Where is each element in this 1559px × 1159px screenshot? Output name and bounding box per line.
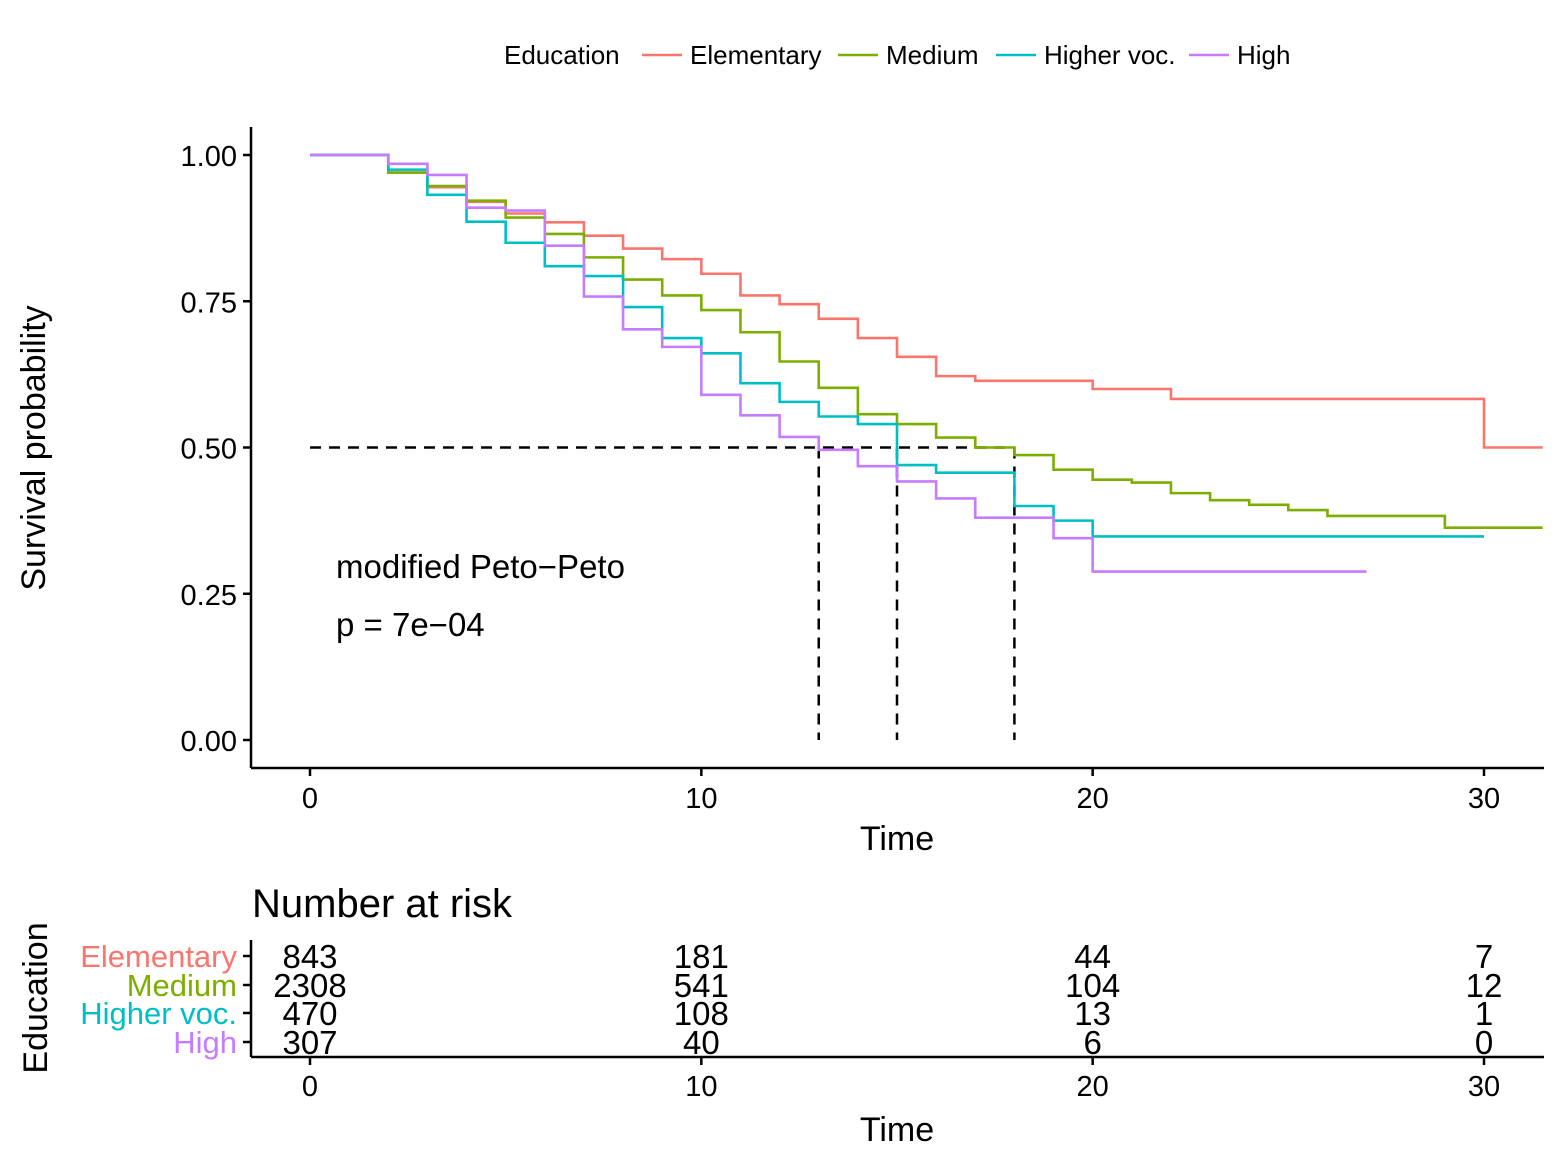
risk-x-tick-label: 30 (1468, 1071, 1500, 1103)
risk-count-high: 307 (282, 1024, 337, 1061)
risk-table-y-label: Education (17, 922, 55, 1073)
risk-count-elementary: 7 (1475, 938, 1493, 975)
survival-curves (310, 153, 1543, 573)
legend-label-higher-voc: Higher voc. (1044, 40, 1176, 70)
x-ticks: 0 10 20 30 (302, 768, 1500, 815)
x-tick-label: 0 (302, 783, 318, 815)
risk-count-high: 0 (1475, 1024, 1493, 1061)
legend-label-elementary: Elementary (690, 40, 822, 70)
p-value-label: p = 7e−04 (336, 606, 485, 643)
curve-high (310, 153, 1367, 573)
y-ticks: 0.00 0.25 0.50 0.75 1.00 (181, 141, 251, 758)
legend-title: Education (504, 40, 620, 70)
y-axis-label: Survival probability (15, 305, 53, 590)
curve-higher-voc (310, 153, 1484, 538)
risk-table-x-label: Time (860, 1111, 934, 1149)
x-tick-label: 30 (1468, 783, 1500, 815)
y-tick-label: 0.00 (181, 726, 237, 758)
risk-x-tick-label: 10 (685, 1071, 717, 1103)
legend-label-high: High (1237, 40, 1290, 70)
curve-medium (310, 153, 1543, 529)
x-axis-label: Time (860, 820, 934, 858)
risk-count-higher-voc: 470 (282, 995, 337, 1032)
risk-count-elementary: 181 (674, 938, 729, 975)
x-tick-label: 10 (685, 783, 717, 815)
risk-rows: Elementary 843 181 44 7 Medium 2308 541 104 12 Hig… (80, 938, 1502, 1061)
risk-count-elementary: 44 (1074, 938, 1111, 975)
risk-count-high: 40 (683, 1024, 720, 1061)
risk-count-medium: 12 (1466, 967, 1503, 1004)
risk-count-medium: 541 (674, 967, 729, 1004)
risk-row-label-elementary: Elementary (80, 939, 237, 974)
risk-count-higher-voc: 108 (674, 995, 729, 1032)
risk-x-tick-label: 0 (302, 1071, 318, 1103)
y-tick-label: 0.50 (181, 434, 237, 466)
risk-count-medium: 2308 (273, 967, 346, 1004)
risk-x-tick-label: 20 (1077, 1071, 1109, 1103)
y-tick-label: 1.00 (181, 141, 237, 173)
risk-row-label-high: High (173, 1025, 237, 1060)
test-method-label: modified Peto−Peto (336, 548, 625, 585)
y-tick-label: 0.25 (181, 580, 237, 612)
y-tick-label: 0.75 (181, 287, 237, 319)
risk-count-higher-voc: 13 (1074, 995, 1111, 1032)
legend-label-medium: Medium (886, 40, 978, 70)
curve-elementary (310, 153, 1543, 449)
legend: Education Elementary Medium Higher voc. Hig… (504, 40, 1290, 70)
risk-count-high: 6 (1083, 1024, 1101, 1061)
risk-count-elementary: 843 (282, 938, 337, 975)
risk-table-title: Number at risk (252, 882, 513, 926)
risk-row-label-medium: Medium (127, 968, 237, 1003)
main-plot: 0.00 0.25 0.50 0.75 1.00 0 10 20 30 modified Pe… (15, 127, 1544, 858)
risk-x-ticks: 0 10 20 30 (302, 1057, 1500, 1103)
median-lines (310, 446, 1016, 740)
risk-count-medium: 104 (1065, 967, 1120, 1004)
risk-table: Number at risk Elementary 843 181 44 7 Medium… (17, 882, 1544, 1149)
risk-count-higher-voc: 1 (1475, 995, 1493, 1032)
x-tick-label: 20 (1077, 783, 1109, 815)
risk-row-label-higher-voc: Higher voc. (80, 996, 237, 1031)
